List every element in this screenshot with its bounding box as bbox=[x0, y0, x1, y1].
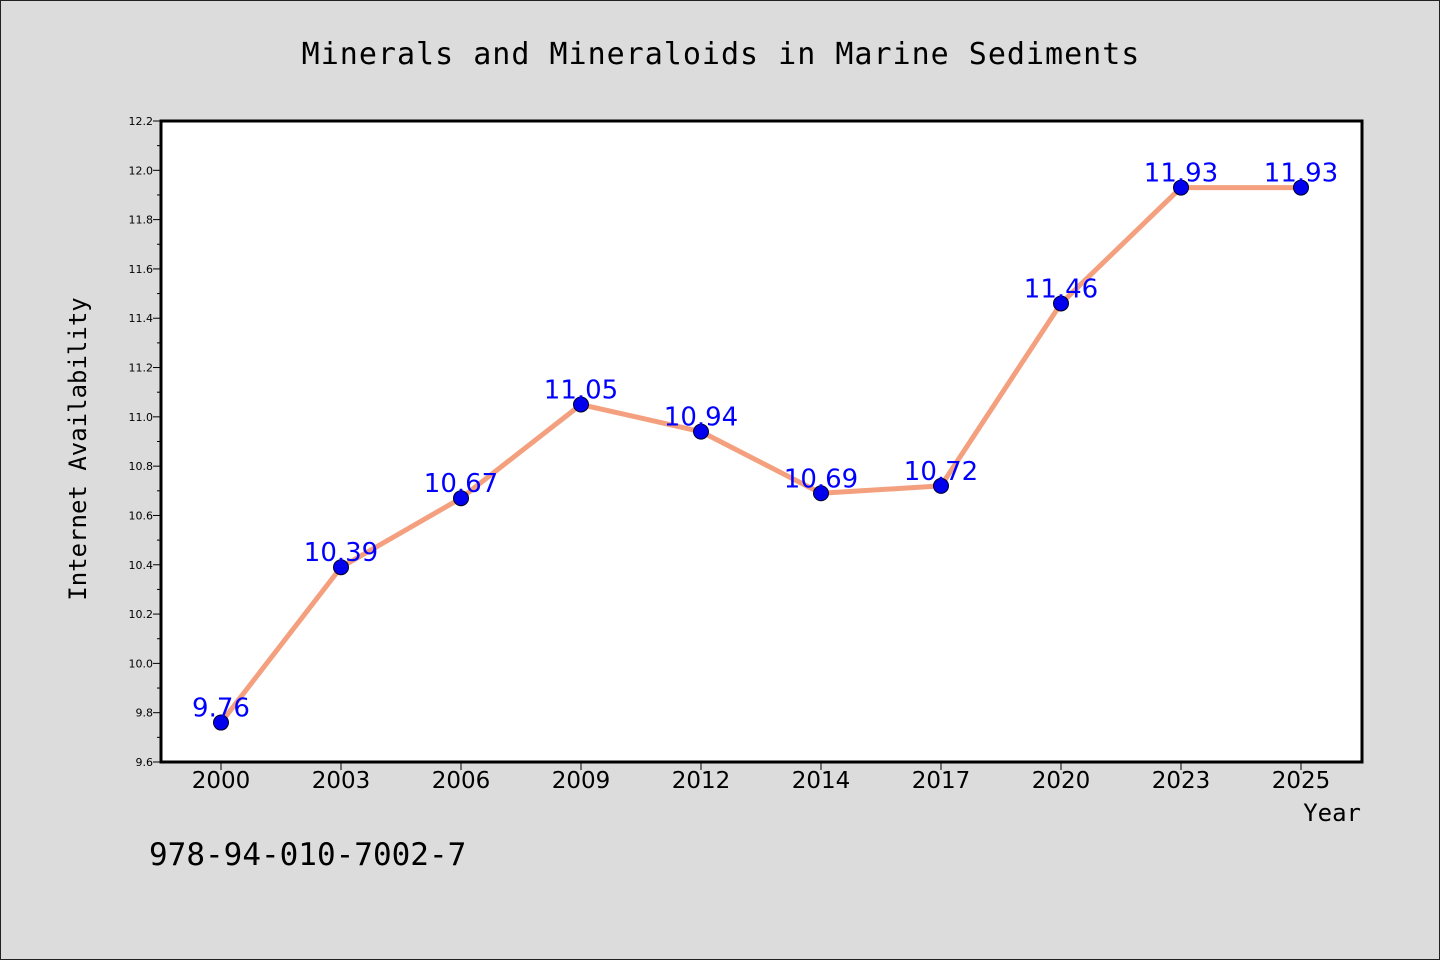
data-point-marker bbox=[573, 396, 589, 413]
data-value-label: 10.67 bbox=[424, 469, 498, 499]
data-value-label: 11.93 bbox=[1264, 159, 1338, 189]
data-point-marker bbox=[1293, 179, 1309, 196]
y-tick-label: 10.4 bbox=[129, 559, 154, 572]
y-tick-label: 11.2 bbox=[129, 362, 154, 375]
x-tick-label: 2014 bbox=[792, 768, 851, 794]
data-value-label: 10.94 bbox=[664, 403, 738, 433]
x-tick-label: 2009 bbox=[552, 768, 611, 794]
y-tick-label: 11.6 bbox=[129, 263, 154, 276]
isbn-text: 978-94-010-7002-7 bbox=[149, 837, 466, 873]
y-tick-label: 11.0 bbox=[129, 411, 154, 424]
y-axis: 9.6 9.8 10.0 10.2 10.4 10.6 10.8 11.0 11.2 11.4 11… bbox=[129, 115, 161, 769]
data-value-label: 10.69 bbox=[784, 464, 858, 494]
data-point-marker bbox=[693, 423, 709, 440]
data-point-marker bbox=[213, 714, 229, 731]
data-point-marker bbox=[333, 559, 349, 576]
data-value-label: 10.72 bbox=[904, 457, 978, 487]
data-value-label: 10.39 bbox=[304, 538, 378, 568]
data-markers bbox=[213, 179, 1309, 731]
y-tick-label: 10.8 bbox=[129, 460, 154, 473]
x-tick-label: 2012 bbox=[672, 768, 731, 794]
x-tick-label: 2017 bbox=[912, 768, 971, 794]
series-line-group bbox=[218, 185, 1304, 726]
data-point-marker bbox=[813, 485, 829, 502]
y-tick-label: 10.2 bbox=[129, 608, 154, 621]
x-axis-label: Year bbox=[1303, 799, 1361, 827]
x-tick-label: 2000 bbox=[192, 768, 251, 794]
x-tick-label: 2025 bbox=[1272, 768, 1331, 794]
data-point-marker bbox=[1173, 179, 1189, 196]
x-axis: 2000 2003 2006 2009 2012 2014 2017 2020 2023 2025 bbox=[192, 762, 1331, 794]
data-value-label: 11.93 bbox=[1144, 159, 1218, 189]
data-value-label: 9.76 bbox=[192, 694, 250, 724]
plot-area bbox=[159, 119, 1364, 764]
y-axis-label: Internet Availability bbox=[64, 297, 92, 600]
y-tick-label: 10.6 bbox=[129, 509, 154, 522]
y-tick-label: 9.6 bbox=[136, 756, 154, 769]
y-tick-label: 12.2 bbox=[129, 115, 154, 128]
chart-title: Minerals and Mineraloids in Marine Sedim… bbox=[302, 37, 1141, 72]
y-tick-label: 11.8 bbox=[129, 214, 154, 227]
y-tick-label: 11.4 bbox=[129, 312, 154, 325]
data-point-marker bbox=[453, 490, 469, 507]
x-tick-label: 2003 bbox=[312, 768, 371, 794]
y-tick-label: 12.0 bbox=[129, 164, 154, 177]
data-point-marker bbox=[1053, 295, 1069, 312]
y-tick-label: 9.8 bbox=[136, 707, 154, 720]
data-value-label: 11.46 bbox=[1024, 274, 1098, 304]
data-value-label: 11.05 bbox=[544, 376, 618, 406]
data-labels: 9.76 10.39 10.67 11.05 10.94 10.69 10.72 11.46 1… bbox=[192, 159, 1338, 724]
data-point-marker bbox=[933, 477, 949, 494]
series-line bbox=[218, 185, 1304, 726]
x-tick-label: 2020 bbox=[1032, 768, 1091, 794]
x-tick-label: 2006 bbox=[432, 768, 491, 794]
x-tick-label: 2023 bbox=[1152, 768, 1211, 794]
y-tick-label: 10.0 bbox=[129, 657, 154, 670]
